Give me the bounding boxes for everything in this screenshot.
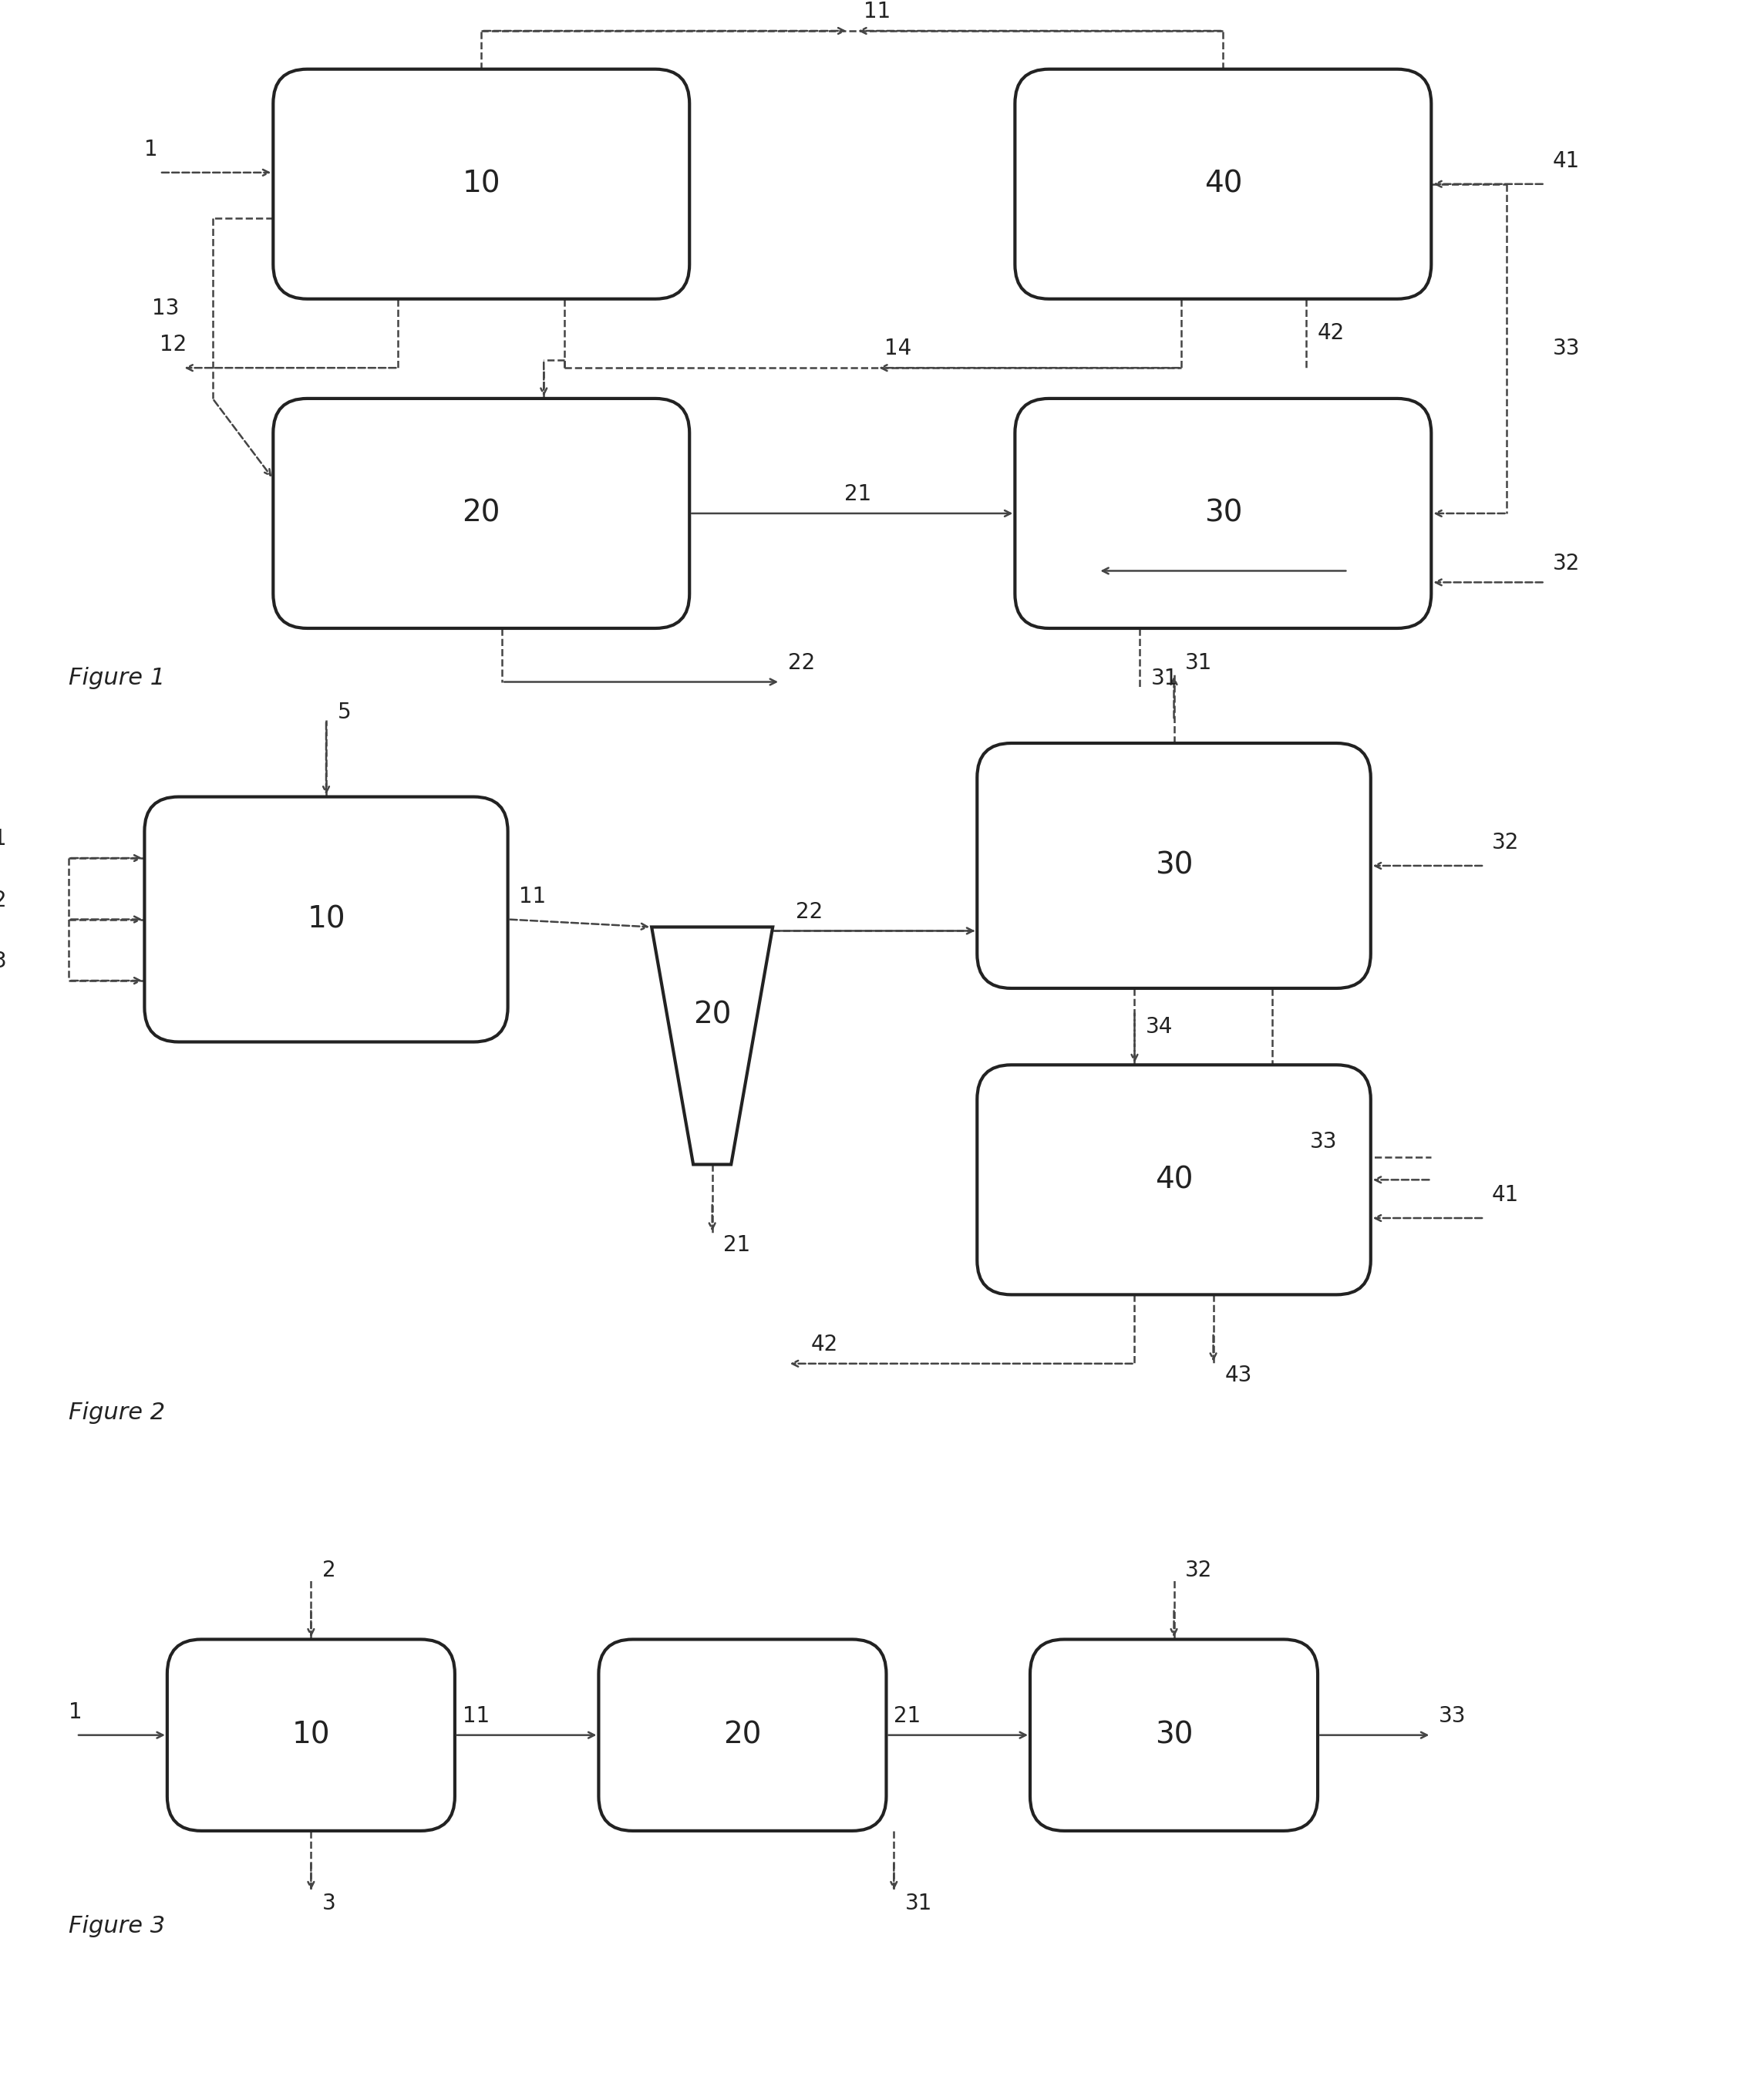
Text: 10: 10 <box>292 1720 331 1749</box>
FancyBboxPatch shape <box>1016 399 1431 628</box>
Text: 31: 31 <box>1150 668 1178 689</box>
Text: 10: 10 <box>306 905 345 934</box>
Text: 32: 32 <box>1492 832 1520 853</box>
Text: 20: 20 <box>693 1000 732 1029</box>
FancyBboxPatch shape <box>977 1065 1371 1296</box>
Text: 11: 11 <box>863 0 891 23</box>
Text: 11: 11 <box>518 886 546 907</box>
Text: 11: 11 <box>462 1705 490 1726</box>
Text: Figure 2: Figure 2 <box>68 1403 165 1424</box>
Text: 31: 31 <box>1185 651 1212 674</box>
Text: 33: 33 <box>1310 1130 1338 1153</box>
Polygon shape <box>651 926 772 1166</box>
Text: 10: 10 <box>462 170 501 199</box>
Text: 22: 22 <box>795 901 823 922</box>
Text: 30: 30 <box>1156 1720 1192 1749</box>
Text: 21: 21 <box>893 1705 921 1726</box>
FancyBboxPatch shape <box>166 1640 455 1831</box>
Text: 13: 13 <box>152 298 179 319</box>
FancyBboxPatch shape <box>1030 1640 1319 1831</box>
Text: 22: 22 <box>788 651 814 674</box>
Text: 1: 1 <box>145 139 158 160</box>
Text: 41: 41 <box>1553 151 1579 172</box>
Text: 42: 42 <box>1319 323 1345 344</box>
Text: 21: 21 <box>844 483 872 504</box>
Text: 2: 2 <box>322 1560 336 1581</box>
Text: 32: 32 <box>1553 552 1579 573</box>
FancyBboxPatch shape <box>145 796 508 1042</box>
Text: 20: 20 <box>723 1720 762 1749</box>
Text: 33: 33 <box>1439 1705 1466 1726</box>
Text: 30: 30 <box>1156 850 1192 880</box>
Text: 5: 5 <box>338 701 352 722</box>
Text: 21: 21 <box>723 1235 751 1256</box>
Text: 1: 1 <box>0 827 7 850</box>
Text: 14: 14 <box>884 338 912 359</box>
Text: 31: 31 <box>905 1892 933 1915</box>
Text: 40: 40 <box>1205 170 1241 199</box>
FancyBboxPatch shape <box>273 399 690 628</box>
Text: Figure 3: Figure 3 <box>68 1915 165 1938</box>
Text: 1: 1 <box>68 1701 82 1722</box>
Text: 41: 41 <box>1492 1184 1520 1205</box>
Text: 2: 2 <box>0 890 7 911</box>
Text: 40: 40 <box>1156 1166 1192 1195</box>
Text: 3: 3 <box>0 951 7 972</box>
FancyBboxPatch shape <box>273 69 690 298</box>
Text: 20: 20 <box>462 498 501 527</box>
Text: 34: 34 <box>1145 1016 1173 1037</box>
Text: 3: 3 <box>322 1892 336 1915</box>
Text: 42: 42 <box>811 1334 837 1354</box>
Text: 12: 12 <box>159 334 187 355</box>
FancyBboxPatch shape <box>599 1640 886 1831</box>
Text: 32: 32 <box>1185 1560 1212 1581</box>
FancyBboxPatch shape <box>977 743 1371 989</box>
FancyBboxPatch shape <box>1016 69 1431 298</box>
Text: 33: 33 <box>1553 338 1579 359</box>
Text: 30: 30 <box>1205 498 1241 527</box>
Text: 43: 43 <box>1224 1365 1252 1386</box>
Text: Figure 1: Figure 1 <box>68 666 165 689</box>
